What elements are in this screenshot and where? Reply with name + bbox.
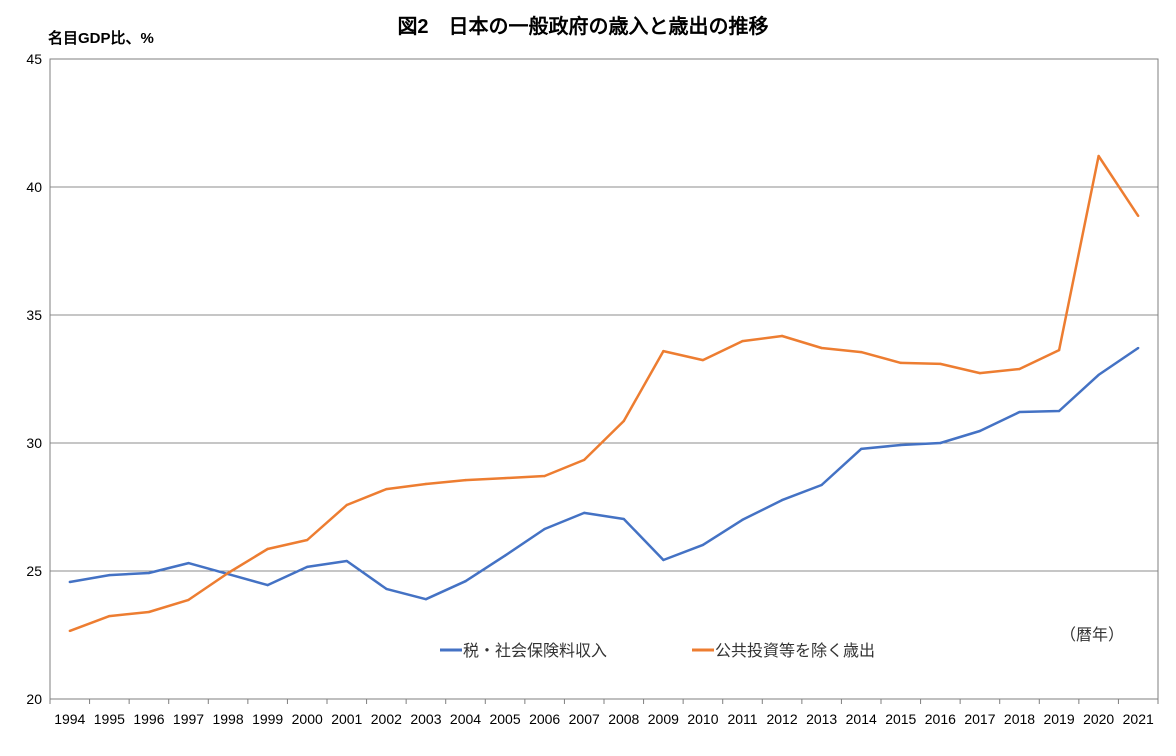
x-tick-label: 2001 — [331, 711, 362, 727]
data-point-0-2008 — [622, 517, 625, 521]
data-point-1-2011 — [741, 339, 744, 343]
x-tick-label: 2000 — [292, 711, 323, 727]
series-line-0 — [69, 346, 1139, 601]
data-point-0-2011 — [741, 518, 744, 521]
legend: 税・社会保険料収入 公共投資等を除く歳出 — [440, 642, 875, 660]
data-point-0-1995 — [108, 573, 111, 577]
x-tick-label: 2021 — [1123, 711, 1154, 727]
x-tick-label: 2004 — [450, 711, 481, 727]
data-point-1-1998 — [226, 571, 230, 575]
x-tick-label: 2020 — [1083, 711, 1114, 727]
data-point-1-2002 — [385, 487, 388, 491]
data-point-1-2010 — [701, 358, 705, 362]
y-tick-label: 30 — [26, 435, 42, 451]
data-point-1-2008 — [622, 419, 625, 423]
data-point-0-2010 — [701, 543, 705, 547]
x-tick-label: 2019 — [1043, 711, 1074, 727]
x-tick-label: 1994 — [54, 711, 85, 727]
y-tick-label: 40 — [26, 179, 42, 195]
x-tick-label: 1999 — [252, 711, 283, 727]
x-tick-label: 2013 — [806, 711, 837, 727]
x-tick-label: 2015 — [885, 711, 916, 727]
plot-area-border — [49, 58, 1159, 700]
data-point-1-2009 — [662, 349, 665, 353]
x-tick-label: 2008 — [608, 711, 639, 727]
y-tick-label: 45 — [26, 51, 42, 67]
data-point-1-2006 — [543, 474, 546, 478]
x-tick-label: 2010 — [687, 711, 718, 727]
data-point-0-2014 — [860, 447, 863, 451]
data-point-0-2012 — [780, 498, 784, 502]
y-tick-label: 25 — [26, 563, 42, 579]
data-point-1-2019 — [1057, 348, 1061, 352]
data-point-1-2003 — [424, 482, 428, 486]
data-point-1-1999 — [266, 547, 269, 551]
x-tick-label: 2011 — [727, 711, 757, 727]
series-line-1 — [69, 154, 1140, 633]
data-point-1-1994 — [68, 629, 71, 633]
x-tick-label: 2016 — [925, 711, 956, 727]
data-point-1-2001 — [345, 503, 348, 507]
x-tick-label: 2014 — [846, 711, 877, 727]
x-tick-label: 1997 — [173, 711, 204, 727]
x-tick-label: 2018 — [1004, 711, 1035, 727]
data-point-0-1997 — [187, 561, 190, 565]
data-point-1-1996 — [147, 610, 151, 614]
data-point-0-2013 — [820, 483, 823, 487]
data-point-1-2017 — [978, 371, 982, 375]
data-point-0-2018 — [1018, 410, 1021, 414]
data-point-0-2002 — [385, 587, 388, 591]
data-point-0-2019 — [1057, 409, 1061, 413]
data-point-1-2005 — [503, 476, 507, 480]
data-point-0-2005 — [503, 554, 507, 557]
data-point-0-1994 — [68, 580, 71, 584]
x-tick-label: 2006 — [529, 711, 560, 727]
data-point-0-1999 — [266, 583, 269, 587]
data-point-1-2007 — [583, 458, 586, 462]
data-point-1-2014 — [860, 350, 863, 354]
data-point-1-2018 — [1018, 367, 1021, 371]
chart-title: 図2 日本の一般政府の歳入と歳出の推移 — [397, 14, 768, 38]
y-axis-label: 名目GDP比、% — [48, 29, 154, 47]
x-tick-label: 2009 — [648, 711, 679, 727]
x-tick-label: 2012 — [766, 711, 797, 727]
data-point-0-2009 — [662, 558, 665, 562]
data-point-0-2006 — [543, 527, 546, 531]
data-point-1-2015 — [899, 361, 902, 365]
data-point-0-2003 — [424, 597, 428, 601]
data-point-0-2015 — [899, 443, 902, 447]
x-tick-label: 1998 — [212, 711, 243, 727]
data-point-1-2016 — [939, 362, 942, 366]
x-tick-label: 1995 — [94, 711, 125, 727]
data-point-0-2001 — [345, 559, 348, 563]
data-point-0-2020 — [1097, 373, 1100, 377]
data-point-1-1997 — [187, 598, 190, 602]
data-point-1-2021 — [1137, 214, 1140, 218]
data-point-0-2000 — [306, 565, 309, 569]
x-tick-label: 2002 — [371, 711, 402, 727]
data-point-0-2004 — [464, 580, 467, 583]
data-point-0-2021 — [1137, 346, 1140, 350]
x-tick-label: 2005 — [489, 711, 520, 727]
data-point-0-1996 — [147, 571, 151, 575]
data-point-0-2016 — [939, 441, 942, 445]
data-point-0-2017 — [978, 429, 982, 433]
data-point-1-1995 — [108, 614, 111, 618]
data-point-1-2020 — [1097, 154, 1100, 158]
x-axis-unit-label: （暦年） — [1060, 626, 1124, 644]
y-tick-label: 20 — [26, 691, 42, 707]
y-tick-label: 35 — [26, 307, 42, 323]
data-point-1-2000 — [306, 538, 309, 542]
x-tick-label: 2007 — [569, 711, 600, 727]
data-point-1-2004 — [464, 478, 467, 482]
x-tick-label: 2003 — [410, 711, 441, 727]
x-tick-label: 2017 — [964, 711, 995, 727]
legend-label-0: 税・社会保険料収入 — [463, 642, 607, 660]
legend-label-1: 公共投資等を除く歳出 — [715, 642, 875, 660]
data-point-0-2007 — [583, 511, 586, 515]
x-tick-label: 1996 — [133, 711, 164, 727]
data-point-1-2013 — [820, 346, 823, 350]
data-point-1-2012 — [780, 334, 784, 338]
